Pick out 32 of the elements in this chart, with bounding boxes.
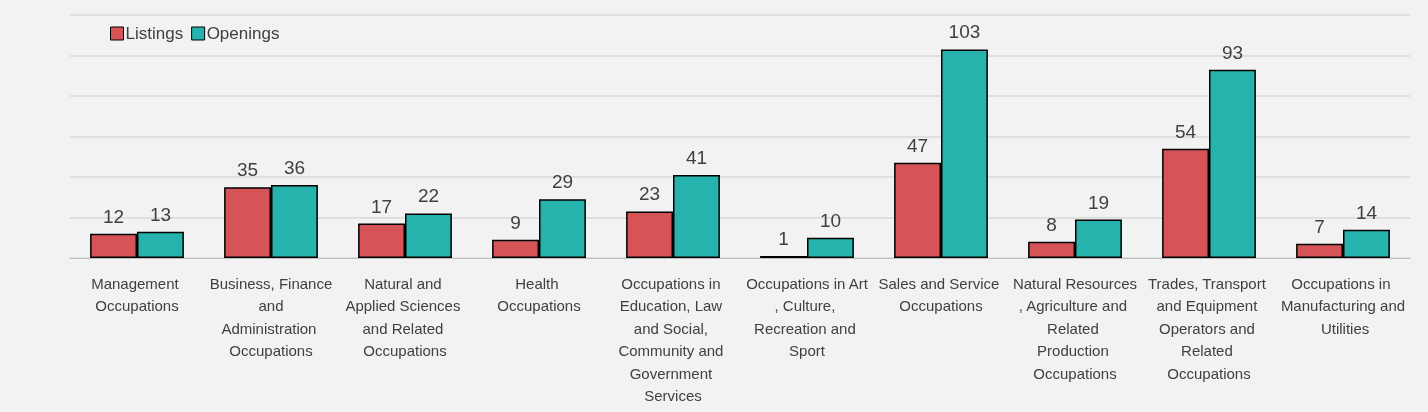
data-label: 8: [1046, 213, 1057, 235]
x-tick-label: Occupations in Manufacturing and Utilities: [1280, 274, 1406, 337]
x-tick-label: Health Occupations: [497, 274, 581, 315]
data-label: 93: [1221, 41, 1244, 63]
data-label: 1: [778, 227, 789, 249]
data-label: 47: [906, 134, 929, 156]
data-label: 10: [819, 209, 842, 231]
data-label: 23: [638, 183, 661, 205]
data-label: 29: [551, 171, 574, 193]
data-label: 36: [283, 157, 306, 179]
data-label: 19: [1087, 191, 1110, 213]
x-tick-label: Occupations in Art, Culture, Recreation and Sport: [746, 274, 869, 360]
data-label: 13: [149, 203, 172, 225]
data-label: 12: [102, 205, 125, 227]
data-label: 17: [370, 195, 393, 217]
data-label: 35: [236, 159, 259, 181]
data-label: 103: [948, 21, 981, 43]
x-tick-label: Management Occupations: [91, 274, 183, 315]
data-label: 54: [1174, 120, 1197, 142]
x-tick-label: Trades, Transport and Equipment Operators and Related Occupations: [1148, 274, 1270, 382]
x-tick-label: Occupations in Education, Law and Social, Community and Government Services: [618, 274, 728, 405]
x-tick-label: Business, Finance and Administration Occupations: [209, 274, 333, 360]
x-tick-label: Natural Resources, Agriculture and Related Production Occupations: [1012, 274, 1138, 382]
data-label: 7: [1314, 215, 1325, 237]
x-tick-label: Sales and Service Occupations: [878, 274, 1004, 315]
data-label: 41: [685, 146, 708, 168]
legend-label: Listings: [125, 24, 184, 43]
data-label: 14: [1355, 201, 1378, 223]
x-tick-label: Natural and Applied Sciences and Related Occupations: [345, 274, 465, 360]
data-label: 9: [510, 211, 521, 233]
data-label: 22: [417, 185, 440, 207]
legend-label: Openings: [206, 24, 280, 43]
